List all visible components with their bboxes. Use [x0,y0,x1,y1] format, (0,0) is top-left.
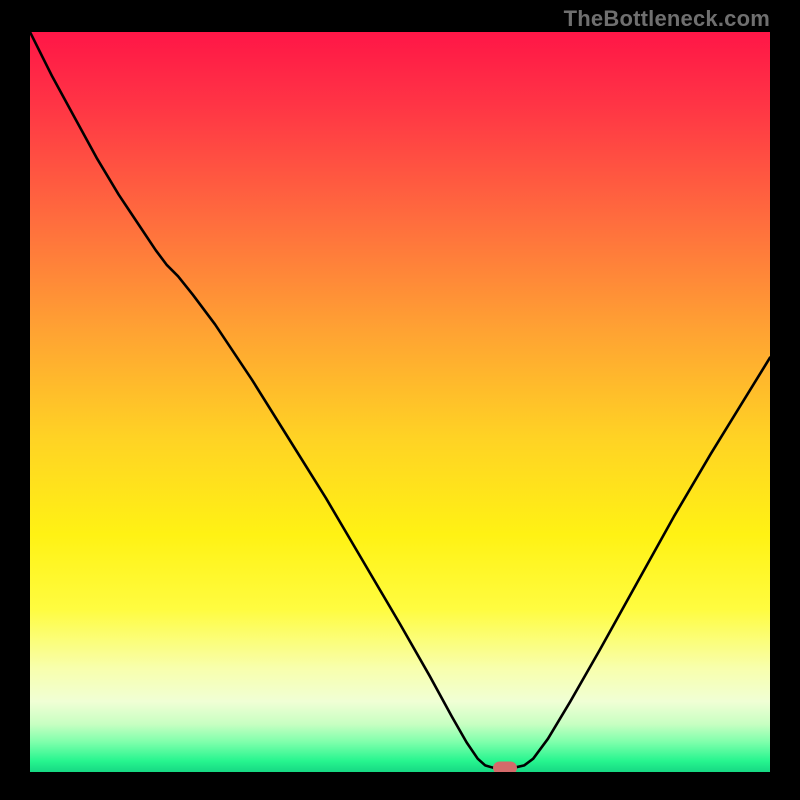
bottleneck-curve [30,32,770,772]
optimal-point-marker [493,761,517,772]
plot-area [30,32,770,772]
chart-frame: TheBottleneck.com [0,0,800,800]
watermark-text: TheBottleneck.com [564,6,770,32]
